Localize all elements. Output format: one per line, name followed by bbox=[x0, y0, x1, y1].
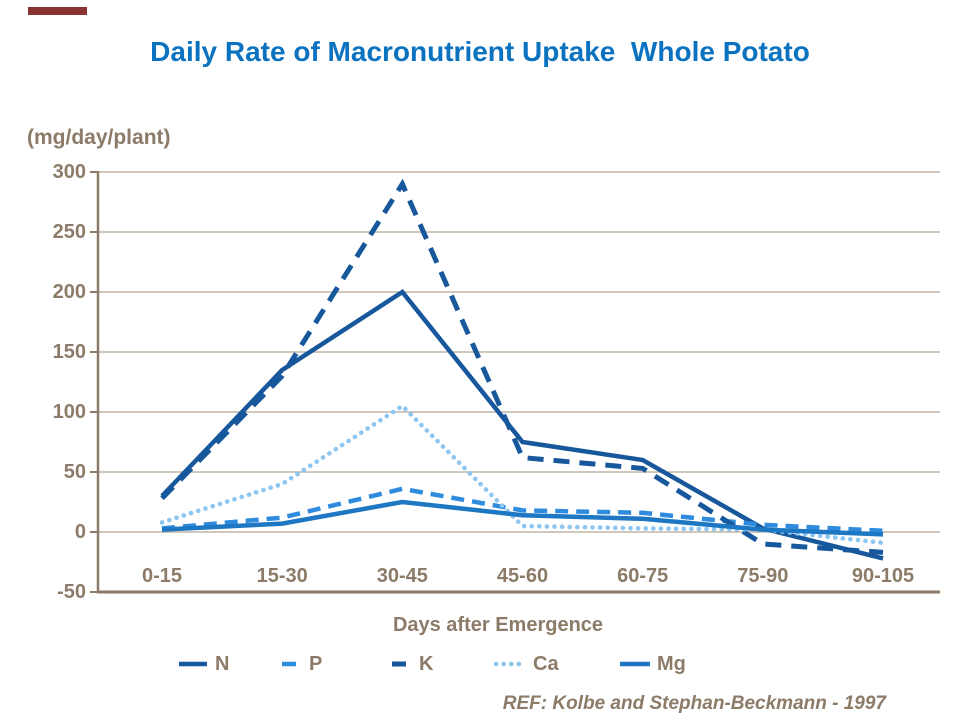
legend-item-K: K bbox=[380, 653, 433, 675]
x-tick-label: 0-15 bbox=[141, 565, 183, 587]
y-tick-label: 300 bbox=[52, 161, 86, 183]
legend-item-Ca: Ca bbox=[494, 653, 559, 675]
legend-label-Mg: Mg bbox=[657, 653, 686, 675]
y-tick-label: 250 bbox=[52, 221, 86, 243]
x-tick-label: 75-90 bbox=[737, 565, 789, 587]
x-tick-label: 60-75 bbox=[617, 565, 669, 587]
x-axis-title: Days after Emergence bbox=[392, 614, 604, 636]
reference-note: REF: Kolbe and Stephan-Beckmann - 1997 bbox=[502, 693, 886, 714]
y-tick-label: 0 bbox=[74, 521, 86, 543]
x-tick-label: 15-30 bbox=[256, 565, 308, 587]
y-tick-label: 100 bbox=[52, 401, 86, 423]
x-tick-label: 45-60 bbox=[496, 565, 549, 587]
y-tick-label: 50 bbox=[63, 461, 86, 483]
series-line-Mg bbox=[161, 499, 884, 537]
legend-swatch-P bbox=[282, 661, 296, 667]
legend-swatch-N bbox=[179, 661, 207, 667]
legend-item-P: P bbox=[270, 653, 322, 675]
x-tick-label: 90-105 bbox=[851, 565, 915, 587]
legend-label-P: P bbox=[309, 653, 323, 675]
chart-title: Daily Rate of Macronutrient Uptake Whole… bbox=[150, 36, 810, 67]
series-line-P bbox=[161, 486, 884, 534]
legend-item-Mg: Mg bbox=[618, 653, 686, 675]
legend-label-Ca: Ca bbox=[533, 653, 559, 675]
y-tick-label: 150 bbox=[52, 341, 86, 363]
legend-swatch-Ca bbox=[494, 661, 528, 667]
y-axis-unit-label: (mg/day/plant) bbox=[27, 126, 171, 149]
series-line-K bbox=[160, 178, 884, 555]
legend-swatch-Mg bbox=[620, 661, 650, 667]
series-line-Ca bbox=[159, 403, 886, 546]
accent-bar bbox=[28, 7, 87, 15]
y-tick-label: 200 bbox=[52, 281, 86, 303]
legend-item-N: N bbox=[176, 653, 229, 675]
x-tick-label: 30-45 bbox=[376, 565, 428, 587]
legend-swatch-K bbox=[392, 661, 406, 667]
y-tick-label: -50 bbox=[57, 581, 86, 603]
legend-label-K: K bbox=[419, 653, 434, 675]
legend-label-N: N bbox=[215, 653, 230, 675]
